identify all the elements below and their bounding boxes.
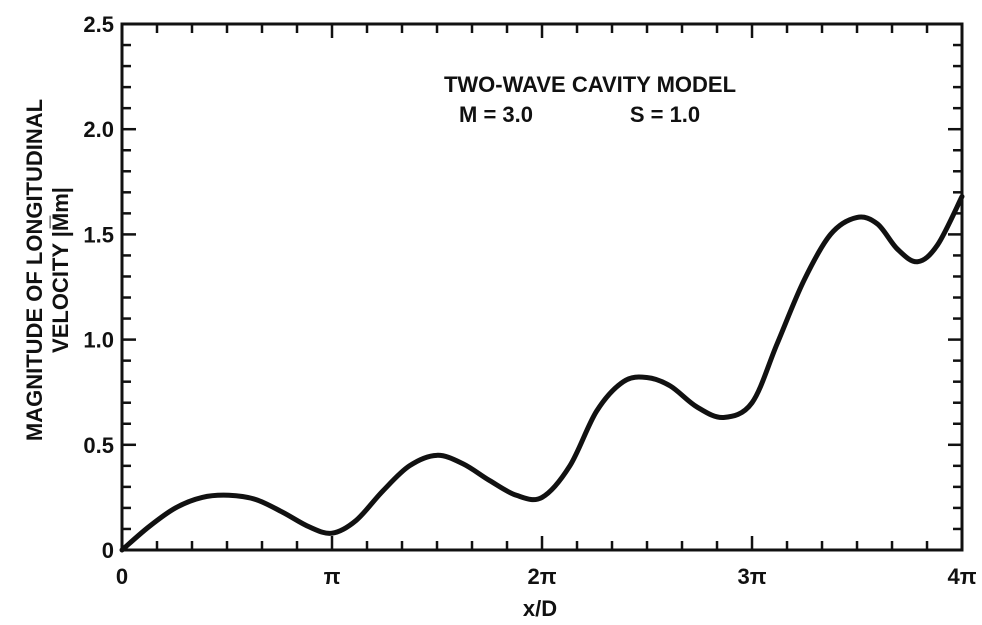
plot-frame xyxy=(120,22,964,552)
x-tick-label: 2π xyxy=(527,564,556,589)
y-tick-label: 2.5 xyxy=(83,12,114,37)
axes xyxy=(120,22,964,552)
ticks xyxy=(120,22,964,552)
series-line xyxy=(119,194,965,553)
x-tick-label: 4π xyxy=(947,564,976,589)
y-axis-title-line2: VELOCITY |M̅m| xyxy=(48,187,73,353)
y-tick-label: 1.5 xyxy=(83,222,114,247)
x-tick-label: 3π xyxy=(737,564,766,589)
y-tick-label: 1.0 xyxy=(83,328,114,353)
annotation-s: S = 1.0 xyxy=(630,102,700,127)
x-tick-label: π xyxy=(324,564,341,589)
x-tick-label: 0 xyxy=(116,564,128,589)
y-tick-label: 2.0 xyxy=(83,117,114,142)
y-tick-label: 0 xyxy=(102,538,114,563)
x-axis-title: x/D xyxy=(523,596,557,621)
annotation-title: TWO-WAVE CAVITY MODEL xyxy=(444,72,736,97)
tick-labels: 0 π 2π 3π 4π 0 0.5 1.0 1.5 2.0 2.5 xyxy=(83,12,976,589)
series xyxy=(119,194,965,553)
y-tick-label: 0.5 xyxy=(83,433,114,458)
y-axis-title-line1: MAGNITUDE OF LONGITUDINAL xyxy=(22,99,47,441)
annotation-mach: M = 3.0 xyxy=(459,102,533,127)
